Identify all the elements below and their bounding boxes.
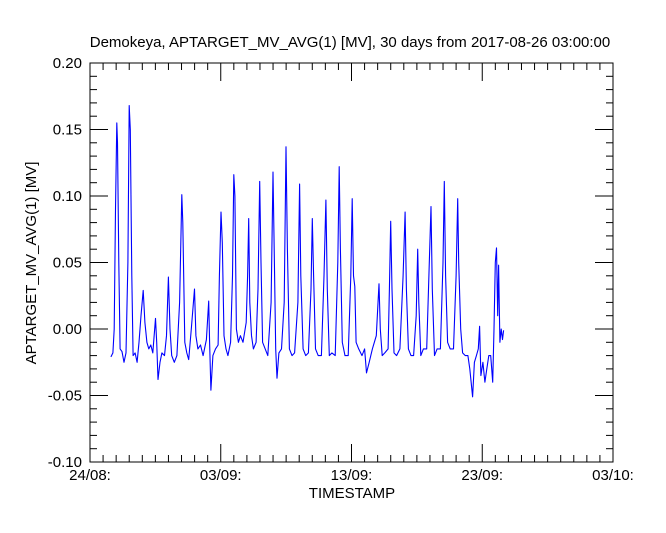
y-tick-label: -0.10 [48,454,82,471]
y-tick-label: 0.05 [53,255,82,272]
x-tick-label: 13/09: [331,467,373,484]
y-tick-label: 0.10 [53,188,82,205]
x-tick-label: 03/09: [200,467,242,484]
x-tick-label: 23/09: [461,467,503,484]
x-tick-label: 24/08: [69,467,111,484]
y-tick-label: -0.05 [48,388,82,405]
plot-frame [89,62,614,463]
y-tick-label: 0.20 [53,55,82,72]
series-group [110,105,505,398]
y-axis-label: APTARGET_MV_AVG(1) [MV] [23,162,40,365]
y-tick-label: 0.00 [53,321,82,338]
x-axis-label: TIMESTAMP [309,485,395,502]
x-tick-label: 03/10: [592,467,634,484]
tick-labels: -0.10 -0.05 0.00 0.05 0.10 0.15 0.20 24/08: 03/0… [48,55,634,484]
y-tick-label: 0.15 [53,122,82,139]
chart-title: Demokeya, APTARGET_MV_AVG(1) [MV], 30 da… [90,34,611,51]
series-line [110,105,505,398]
